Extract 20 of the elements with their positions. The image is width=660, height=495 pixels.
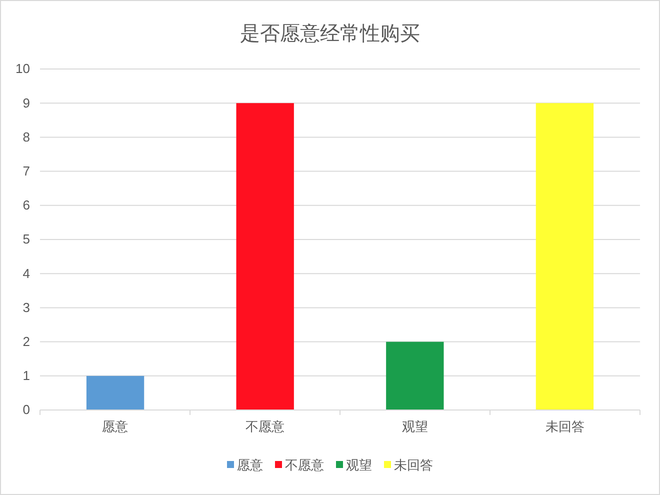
legend-label: 愿意 [237, 458, 263, 474]
y-tick-label: 1 [22, 368, 30, 384]
y-tick-label: 0 [22, 402, 30, 418]
y-tick-label: 7 [22, 163, 30, 178]
y-tick-label: 5 [22, 232, 30, 247]
legend-label: 观望 [346, 458, 372, 474]
y-tick-label: 10 [16, 61, 30, 76]
x-tick-label: 愿意 [102, 419, 128, 434]
y-tick-label: 2 [22, 334, 30, 349]
legend-label: 不愿意 [285, 458, 324, 474]
y-tick-label: 8 [22, 129, 30, 144]
y-tick-label: 3 [22, 300, 30, 315]
y-tick-label: 6 [22, 198, 30, 213]
x-tick-label: 不愿意 [246, 419, 284, 434]
legend-label: 未回答 [394, 458, 433, 474]
chart-title: 是否愿意经常性购买 [240, 21, 420, 45]
y-tick-label: 9 [22, 95, 30, 110]
x-tick-label: 未回答 [546, 419, 584, 434]
x-tick-label: 观望 [402, 419, 428, 434]
y-tick-label: 4 [22, 266, 30, 281]
